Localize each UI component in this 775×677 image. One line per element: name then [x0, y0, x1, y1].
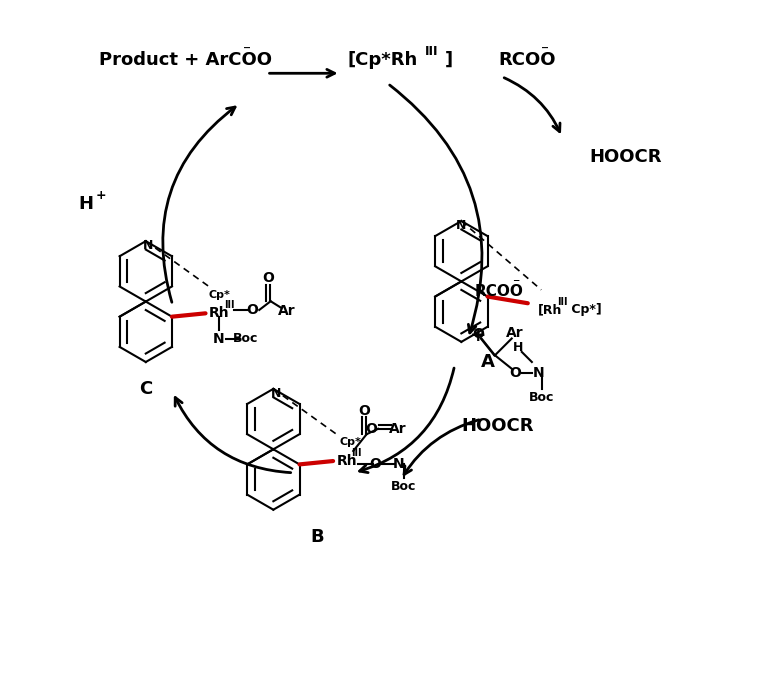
Text: Boc: Boc [233, 332, 259, 345]
Text: C: C [140, 380, 153, 398]
Text: A: A [481, 353, 495, 371]
Text: H: H [513, 341, 524, 353]
Text: Ar: Ar [389, 422, 407, 436]
Text: Cp*]: Cp*] [567, 303, 601, 316]
Text: Boc: Boc [391, 480, 416, 493]
Text: RCOO: RCOO [475, 284, 524, 299]
Text: ⁻: ⁻ [541, 43, 549, 59]
Text: Cp*: Cp* [339, 437, 362, 447]
Text: N: N [143, 239, 153, 252]
Text: ⁻: ⁻ [512, 276, 519, 290]
Text: Boc: Boc [529, 391, 555, 404]
Text: O: O [370, 458, 381, 471]
Text: O: O [472, 327, 484, 341]
Text: ]: ] [445, 51, 453, 69]
Text: O: O [262, 271, 274, 286]
Text: HOOCR: HOOCR [589, 148, 661, 167]
Text: N: N [270, 387, 281, 400]
Text: III: III [351, 448, 362, 458]
Text: [Cp*Rh: [Cp*Rh [347, 51, 418, 69]
Text: O: O [358, 404, 370, 418]
Text: H: H [78, 195, 94, 213]
Text: [Rh: [Rh [538, 303, 562, 316]
Text: B: B [310, 527, 324, 546]
Text: ⁻: ⁻ [243, 43, 251, 59]
Text: Product + ArCOO: Product + ArCOO [98, 51, 272, 69]
Text: Rh: Rh [336, 454, 357, 468]
Text: III: III [425, 45, 438, 58]
Text: HOOCR: HOOCR [461, 417, 534, 435]
Text: +: + [470, 326, 487, 345]
Text: Cp*: Cp* [209, 290, 231, 299]
Text: III: III [224, 301, 234, 310]
Text: RCOO: RCOO [498, 51, 556, 69]
Text: N: N [392, 458, 404, 471]
Text: Ar: Ar [506, 326, 524, 340]
Text: Rh: Rh [209, 306, 229, 320]
Text: O: O [366, 422, 377, 436]
Text: N: N [532, 366, 544, 380]
Text: Ar: Ar [278, 304, 295, 318]
Text: +: + [95, 189, 106, 202]
Text: III: III [556, 297, 567, 307]
Text: O: O [509, 366, 521, 380]
Text: O: O [246, 303, 258, 317]
Text: N: N [213, 332, 225, 346]
Text: N: N [456, 219, 467, 232]
